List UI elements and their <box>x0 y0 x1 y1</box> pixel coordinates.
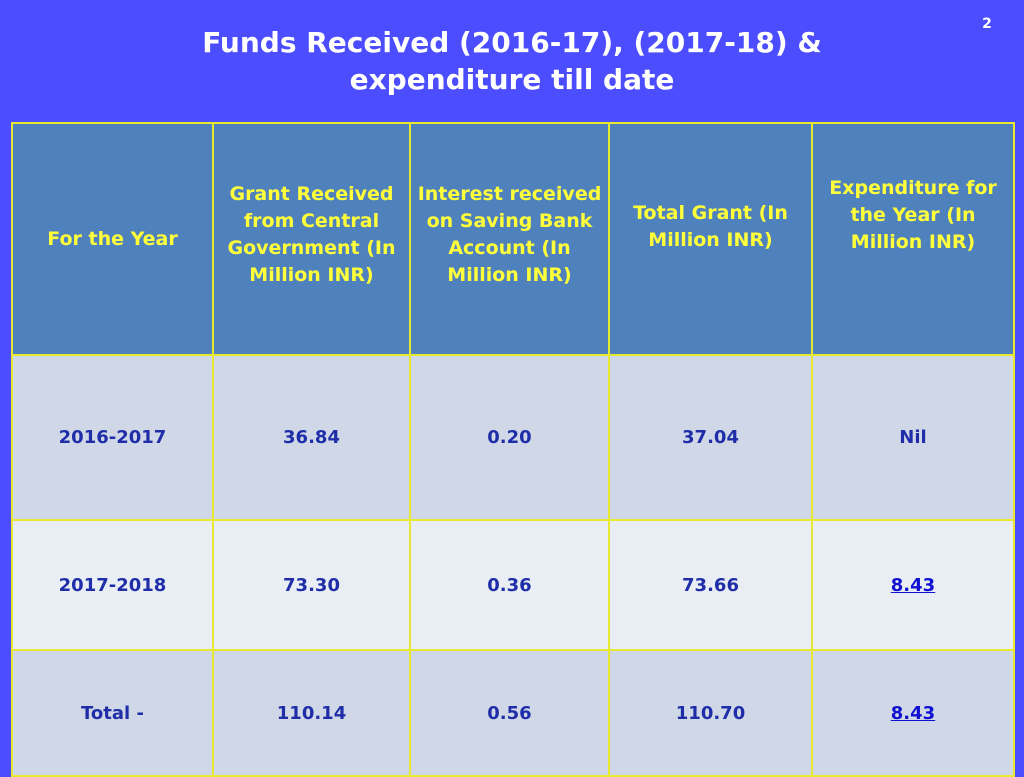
cell-total: 73.66 <box>608 519 813 651</box>
cell-grant: 73.30 <box>212 519 411 651</box>
cell-expenditure: Nil <box>811 354 1015 521</box>
expenditure-total-link[interactable]: 8.43 <box>890 702 936 724</box>
cell-grant: 36.84 <box>212 354 411 521</box>
cell-interest: 0.36 <box>409 519 610 651</box>
header-total-grant: Total Grant (In Million INR) <box>608 122 813 356</box>
cell-interest: 0.56 <box>409 649 610 777</box>
header-grant-received: Grant Received from Central Government (… <box>212 122 411 356</box>
title-line-1: Funds Received (2016-17), (2017-18) & <box>202 26 822 59</box>
slide-number: 2 <box>982 16 992 32</box>
table-row: 2017-2018 73.30 0.36 73.66 8.43 <box>11 519 1015 651</box>
cell-expenditure: 8.43 <box>811 649 1015 777</box>
table-header-row: For the Year Grant Received from Central… <box>11 122 1015 356</box>
header-for-the-year: For the Year <box>11 122 214 356</box>
page-title: Funds Received (2016-17), (2017-18) & ex… <box>0 24 1024 98</box>
title-line-2: expenditure till date <box>349 63 675 96</box>
cell-interest: 0.20 <box>409 354 610 521</box>
funds-table: For the Year Grant Received from Central… <box>11 122 1015 777</box>
cell-year: 2017-2018 <box>11 519 214 651</box>
table-row: 2016-2017 36.84 0.20 37.04 Nil <box>11 354 1015 521</box>
cell-total: 110.70 <box>608 649 813 777</box>
expenditure-link[interactable]: 8.43 <box>890 574 936 596</box>
table-row: Total - 110.14 0.56 110.70 8.43 <box>11 649 1015 777</box>
cell-expenditure: 8.43 <box>811 519 1015 651</box>
cell-year: 2016-2017 <box>11 354 214 521</box>
cell-grant: 110.14 <box>212 649 411 777</box>
cell-year: Total - <box>11 649 214 777</box>
header-interest-received: Interest received on Saving Bank Account… <box>409 122 610 356</box>
cell-total: 37.04 <box>608 354 813 521</box>
header-expenditure: Expenditure for the Year (In Million INR… <box>811 122 1015 356</box>
